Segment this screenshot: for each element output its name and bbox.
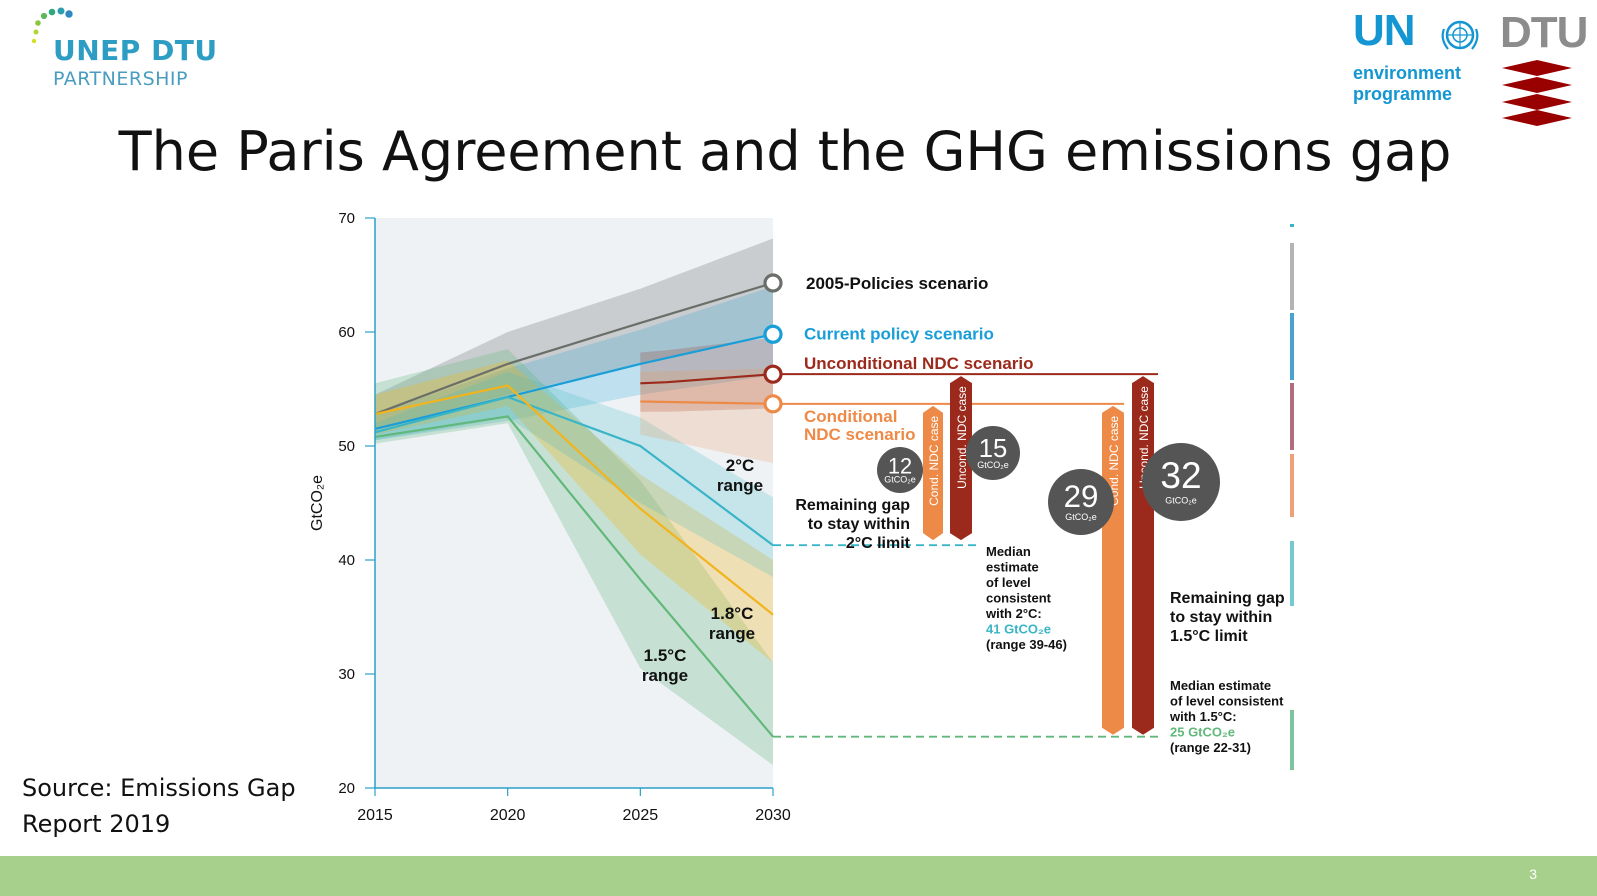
- un-environment-logo: UN environment programme: [1350, 6, 1485, 104]
- y-axis-label: GtCO₂e: [309, 475, 326, 531]
- range-label-2: 1.5°C range: [642, 646, 688, 685]
- gap-bubble-15c-unconditional-unit: GtCO₂e: [1165, 495, 1197, 505]
- slide-number: 3: [1529, 866, 1537, 882]
- un-emblem-icon: [1441, 20, 1479, 50]
- scenario-label-1: Current policy scenario: [804, 324, 994, 343]
- unep-dtu-subtitle: PARTNERSHIP: [53, 68, 188, 90]
- source-line-1: Source: Emissions Gap: [22, 774, 296, 802]
- gap-bar-2c-unconditional: [950, 376, 972, 541]
- series-line-0: [374, 281, 774, 416]
- series-line-1: [374, 333, 774, 430]
- median-15c-caption: Median estimate of level consistent with 1…: [1169, 678, 1284, 755]
- gap-bubble-2c-unconditional-value: 15: [979, 435, 1008, 463]
- scenario-label-2: Unconditional NDC scenario: [804, 354, 1034, 373]
- scenario-marker-1: [763, 324, 783, 344]
- gap-bar-15c-conditional-label: Cond. NDC case: [1107, 416, 1121, 506]
- series-line-2: [640, 373, 774, 385]
- y-tick-label: 40: [338, 552, 355, 569]
- band-0: [375, 238, 773, 429]
- gap-bubble-15c-conditional-value: 29: [1064, 479, 1099, 514]
- gap-bubble-2c-unconditional: [966, 426, 1020, 480]
- gap-bubble-2c-unconditional-unit: GtCO₂e: [977, 460, 1009, 470]
- series-line-3: [640, 400, 774, 405]
- side-scale-segment-1: [1290, 243, 1294, 310]
- dtu-logo-text: DTU: [1500, 8, 1588, 57]
- gap-2c-caption: Remaining gap to stay within 2°C limit: [795, 497, 910, 552]
- gap-bubble-2c-conditional: [877, 447, 923, 493]
- gap-bubble-15c-unconditional: [1142, 443, 1220, 521]
- x-tick-label: 2015: [357, 807, 393, 824]
- range-label-1: 1.8°C range: [709, 604, 755, 643]
- range-label-0: 2°C range: [717, 456, 763, 495]
- x-tick-label: 2020: [490, 807, 526, 824]
- un-logo-text: UN: [1353, 6, 1416, 55]
- y-tick-label: 20: [338, 780, 355, 797]
- scenario-marker-2: [763, 364, 783, 384]
- gap-bar-2c-unconditional-label: Uncond. NDC case: [955, 386, 969, 489]
- x-tick-label: 2025: [623, 807, 659, 824]
- scenario-marker-0: [763, 273, 783, 293]
- gap-bubble-2c-conditional-value: 12: [888, 453, 912, 478]
- plot-background: [375, 218, 773, 788]
- dtu-logo: DTU: [1500, 8, 1588, 126]
- source-citation: Source: Emissions Gap Report 2019: [22, 770, 296, 842]
- side-scale-segment-2: [1290, 313, 1294, 380]
- y-tick-label: 30: [338, 666, 355, 683]
- gap-bar-2c-conditional: [923, 405, 943, 541]
- page-title: The Paris Agreement and the GHG emission…: [118, 120, 1452, 183]
- scenario-label-3: Conditional NDC scenario: [804, 407, 915, 444]
- band-4: [375, 371, 773, 578]
- side-scale-segment-5: [1290, 541, 1294, 606]
- un-environment-line1: environment: [1353, 63, 1462, 83]
- gap-bar-2c-conditional-label: Cond. NDC case: [927, 416, 941, 506]
- gap-bubble-15c-conditional-unit: GtCO₂e: [1065, 512, 1097, 522]
- scenario-marker-3: [763, 394, 783, 414]
- partnership-dots-icon: [31, 7, 73, 44]
- series-line-6: [374, 415, 774, 738]
- y-tick-label: 50: [338, 438, 355, 455]
- series-line-5: [374, 384, 774, 616]
- x-tick-label: 2030: [755, 807, 791, 824]
- band-3: [640, 368, 773, 464]
- band-6: [375, 349, 773, 766]
- unep-dtu-title: UNEP DTU: [53, 34, 218, 67]
- y-tick-label: 60: [338, 324, 355, 341]
- unep-dtu-logo: UNEP DTU PARTNERSHIP: [28, 6, 258, 90]
- source-line-2: Report 2019: [22, 810, 171, 838]
- side-scale-segment-4: [1290, 454, 1294, 517]
- gap-bubble-15c-conditional: [1048, 469, 1114, 535]
- y-tick-label: 70: [338, 210, 355, 227]
- un-environment-line2: programme: [1353, 84, 1453, 104]
- side-scale-segment-3: [1290, 383, 1294, 450]
- gap-15c-caption: Remaining gap to stay within 1.5°C limit: [1170, 590, 1285, 645]
- footer-bar: 3: [0, 856, 1597, 896]
- gap-bubble-15c-unconditional-value: 32: [1160, 454, 1201, 496]
- gap-bubble-2c-conditional-unit: GtCO₂e: [884, 475, 916, 485]
- dtu-mark-icon: [1502, 60, 1572, 126]
- side-scale-segment-0: [1290, 224, 1294, 227]
- scenario-label-0: 2005-Policies scenario: [806, 274, 988, 293]
- band-1: [375, 286, 773, 441]
- side-scale-segment-6: [1290, 710, 1294, 770]
- series-line-4: [374, 395, 774, 547]
- median-2c-caption: Median estimate of level consistent with 2°C…: [985, 544, 1067, 652]
